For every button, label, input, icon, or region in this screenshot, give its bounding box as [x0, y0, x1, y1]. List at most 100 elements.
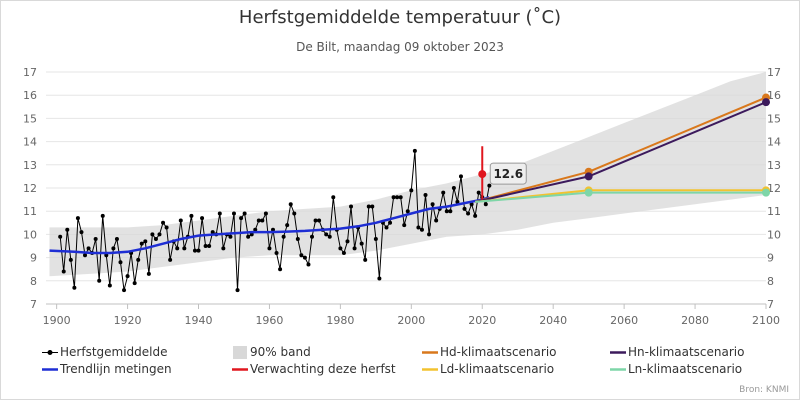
observed-point — [448, 209, 453, 214]
observed-point — [111, 246, 116, 251]
observed-point — [260, 218, 265, 223]
observed-point — [107, 283, 112, 288]
observed-point — [327, 234, 332, 239]
scenario-ln-point — [584, 188, 593, 197]
observed-point — [292, 211, 297, 216]
observed-point — [253, 227, 258, 232]
observed-point — [419, 227, 424, 232]
source-credit: Bron: KNMI — [739, 385, 789, 395]
legend-label: Ln-klimaatscenario — [628, 362, 743, 376]
observed-point — [97, 278, 102, 283]
observed-point — [164, 225, 169, 230]
observed-point — [412, 148, 417, 153]
observed-point — [427, 232, 432, 237]
observed-point — [363, 257, 368, 262]
observed-point — [391, 195, 396, 200]
observed-point — [295, 237, 300, 242]
observed-point — [370, 204, 375, 209]
observed-point — [423, 192, 428, 197]
scenario-hn-point — [762, 98, 770, 107]
observed-point — [100, 213, 105, 218]
observed-point — [466, 211, 471, 216]
x-tick-label: 2040 — [539, 314, 567, 327]
observed-point — [122, 288, 127, 293]
scenario-hn-point — [584, 172, 593, 181]
observed-point — [235, 288, 240, 293]
legend-label: Herfstgemiddelde — [60, 345, 168, 359]
observed-point — [210, 230, 215, 235]
chart-subtitle: De Bilt, maandag 09 oktober 2023 — [296, 40, 504, 54]
y-tick-label-right: 12 — [767, 182, 781, 195]
y-tick-label-right: 7 — [767, 298, 774, 311]
observed-point — [310, 234, 315, 239]
observed-point — [146, 271, 151, 276]
observed-point — [455, 199, 460, 204]
observed-point — [267, 246, 272, 251]
observed-point — [114, 237, 119, 242]
observed-point — [189, 213, 194, 218]
y-tick-label-right: 16 — [767, 89, 781, 102]
scenario-ln-point — [762, 188, 770, 197]
y-tick-label-left: 7 — [30, 298, 37, 311]
observed-point — [157, 232, 162, 237]
x-tick-label: 1900 — [43, 314, 71, 327]
y-tick-label-right: 10 — [767, 228, 781, 241]
legend-symbol-ld — [422, 368, 438, 371]
observed-point — [200, 216, 205, 221]
observed-point — [430, 202, 435, 207]
observed-point — [306, 262, 311, 267]
y-tick-label-right: 17 — [767, 66, 781, 79]
x-tick-label: 1980 — [326, 314, 354, 327]
observed-point — [338, 246, 343, 251]
observed-point — [83, 253, 88, 258]
legend-symbol-ln — [610, 368, 626, 371]
y-tick-label-right: 15 — [767, 112, 781, 125]
observed-point — [352, 246, 357, 251]
observed-point — [192, 248, 197, 253]
observed-point — [143, 239, 148, 244]
observed-point — [281, 234, 286, 239]
observed-point — [434, 218, 439, 223]
y-tick-label-left: 14 — [23, 136, 37, 149]
observed-point — [313, 218, 318, 223]
y-tick-label-right: 14 — [767, 136, 781, 149]
x-tick-label: 1920 — [114, 314, 142, 327]
observed-point — [402, 223, 407, 228]
observed-point — [345, 239, 350, 244]
observed-point — [288, 202, 293, 207]
observed-point — [153, 237, 158, 242]
observed-point — [175, 246, 180, 251]
observed-point — [487, 183, 492, 188]
legend-symbol-forecast — [232, 368, 248, 371]
observed-point — [274, 250, 279, 255]
observed-point — [228, 234, 233, 239]
x-tick-label: 1940 — [185, 314, 213, 327]
observed-point — [58, 234, 63, 239]
observed-point — [341, 250, 346, 255]
y-tick-label-left: 9 — [30, 252, 37, 265]
x-tick-label: 2060 — [610, 314, 638, 327]
observed-point — [388, 220, 393, 225]
x-tick-label: 2000 — [397, 314, 425, 327]
observed-point — [473, 213, 478, 218]
observed-point — [168, 257, 173, 262]
x-tick-label: 1960 — [255, 314, 283, 327]
y-tick-label-left: 12 — [23, 182, 37, 195]
observed-point — [416, 225, 421, 230]
observed-point — [331, 195, 336, 200]
observed-point — [65, 227, 70, 232]
legend-symbol-hn — [610, 351, 626, 354]
legend-symbol-band — [233, 346, 247, 359]
observed-point — [384, 225, 389, 230]
observed-point — [373, 237, 378, 242]
observed-point — [349, 204, 354, 209]
observed-point — [395, 195, 400, 200]
y-tick-label-left: 10 — [23, 228, 37, 241]
y-tick-label-right: 8 — [767, 275, 774, 288]
observed-point — [299, 253, 304, 258]
observed-point — [324, 232, 329, 237]
observed-point — [75, 216, 80, 221]
legend-symbol-hd — [422, 351, 438, 354]
observed-point — [483, 202, 488, 207]
